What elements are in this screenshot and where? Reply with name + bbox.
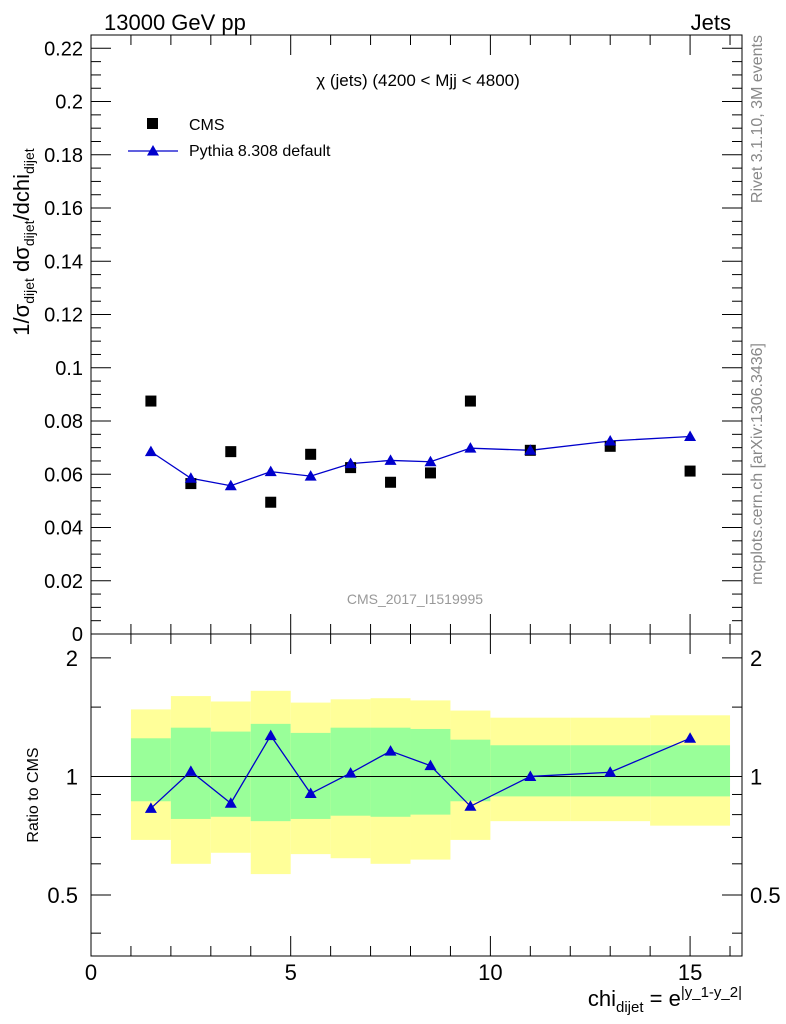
y-tick-label: 0.18 <box>44 145 83 167</box>
ratio-point <box>344 767 357 778</box>
ratio-point <box>604 766 617 777</box>
pythia-line <box>150 435 691 487</box>
cms-point <box>385 476 397 488</box>
ratio-point <box>424 759 437 771</box>
pythia-point <box>224 479 237 491</box>
ratio-tick-label-right: 1 <box>750 764 762 789</box>
ratio-y-axis-label: Ratio to CMS <box>25 747 42 842</box>
watermark: CMS_2017_I1519995 <box>347 591 483 607</box>
ratio-point <box>464 800 477 811</box>
legend-label-pythia: Pythia 8.308 default <box>189 143 331 160</box>
ratio-inner-band <box>250 723 291 822</box>
cms-point <box>225 446 237 458</box>
pythia-point <box>464 442 477 453</box>
plot-title: χ (jets) (4200 < Mjj < 4800) <box>316 71 520 90</box>
ratio-tick-label-right: 2 <box>750 646 762 671</box>
ratio-point <box>144 802 157 813</box>
y-axis-label: 1/σdijet dσdijet/dchidijet <box>9 148 37 336</box>
ratio-line <box>150 734 691 809</box>
pythia-point <box>604 434 617 446</box>
ratio-point <box>524 770 537 781</box>
header-left: 13000 GeV pp <box>104 10 246 35</box>
ratio-panel-frame <box>90 633 743 957</box>
ratio-inner-band <box>410 728 451 815</box>
y-tick-label: 0.08 <box>44 411 83 433</box>
cms-point <box>265 496 277 508</box>
ratio-inner-band <box>450 739 491 802</box>
cms-point <box>305 448 317 460</box>
ratio-tick-label: 1 <box>66 764 78 789</box>
pythia-point <box>524 444 537 455</box>
y-tick-label: 0.2 <box>55 92 83 114</box>
x-axis-label: chidijet = e|y_1-y_2| <box>588 984 742 1016</box>
x-tick-label: 15 <box>678 960 702 985</box>
y-tick-label: 0.04 <box>44 518 83 540</box>
y-tick-label: 0.16 <box>44 198 83 220</box>
ratio-point <box>304 787 317 799</box>
ratio-inner-band <box>290 732 331 819</box>
legend-marker-cms <box>147 118 158 129</box>
ratio-tick-label: 0.5 <box>47 883 78 908</box>
ratio-tick-label-right: 0.5 <box>750 883 781 908</box>
cms-point <box>604 440 616 452</box>
cms-point <box>145 395 157 407</box>
pythia-point <box>344 457 357 469</box>
ratio-point <box>684 732 697 743</box>
cms-point <box>185 478 197 490</box>
y-tick-label: 0.06 <box>44 464 83 486</box>
y-tick-label: 0.12 <box>44 305 83 327</box>
ratio-point <box>384 745 397 756</box>
ratio-point <box>184 765 197 776</box>
ratio-inner-band <box>650 745 731 797</box>
ratio-point <box>224 797 237 808</box>
legend-marker-pythia <box>147 145 159 156</box>
y-tick-label: 0.14 <box>44 251 83 273</box>
legend: CMS Pythia 8.308 default <box>128 117 331 160</box>
y-tick-label: 0.1 <box>55 358 83 380</box>
y-tick-label: 0.02 <box>44 571 83 593</box>
rivet-label: Rivet 3.1.10, 3M events <box>749 35 766 203</box>
pythia-point <box>384 454 397 465</box>
cms-point <box>424 467 436 479</box>
y-tick-label: 0.22 <box>44 38 83 60</box>
pythia-point <box>424 455 437 467</box>
pythia-point <box>144 445 157 457</box>
ratio-point <box>264 729 277 741</box>
pythia-point <box>684 430 697 441</box>
legend-label-cms: CMS <box>189 117 225 134</box>
cms-point <box>684 465 696 477</box>
ratio-inner-band <box>370 727 411 817</box>
ratio-tick-label: 2 <box>66 646 78 671</box>
header-right: Jets <box>691 10 731 35</box>
y-tick-label: 0 <box>72 624 83 646</box>
pythia-point <box>184 472 197 483</box>
main-panel: 0 0.02 0.04 0.06 0.08 0.1 0.12 0.14 0.16 0.18 0.2 0… <box>9 34 743 646</box>
pythia-point <box>264 465 277 477</box>
mcplots-label: mcplots.cern.ch [arXiv:1306.3436] <box>749 343 766 585</box>
x-tick-label: 10 <box>478 960 502 985</box>
x-tick-label: 5 <box>285 960 297 985</box>
ratio-panel: 0 5 10 15 0.5 0.5 1 1 2 2 Ratio to CMS <box>25 633 781 985</box>
x-tick-label: 0 <box>85 960 97 985</box>
pythia-point <box>304 470 317 481</box>
ratio-inner-band <box>130 738 171 802</box>
cms-point <box>464 395 476 407</box>
